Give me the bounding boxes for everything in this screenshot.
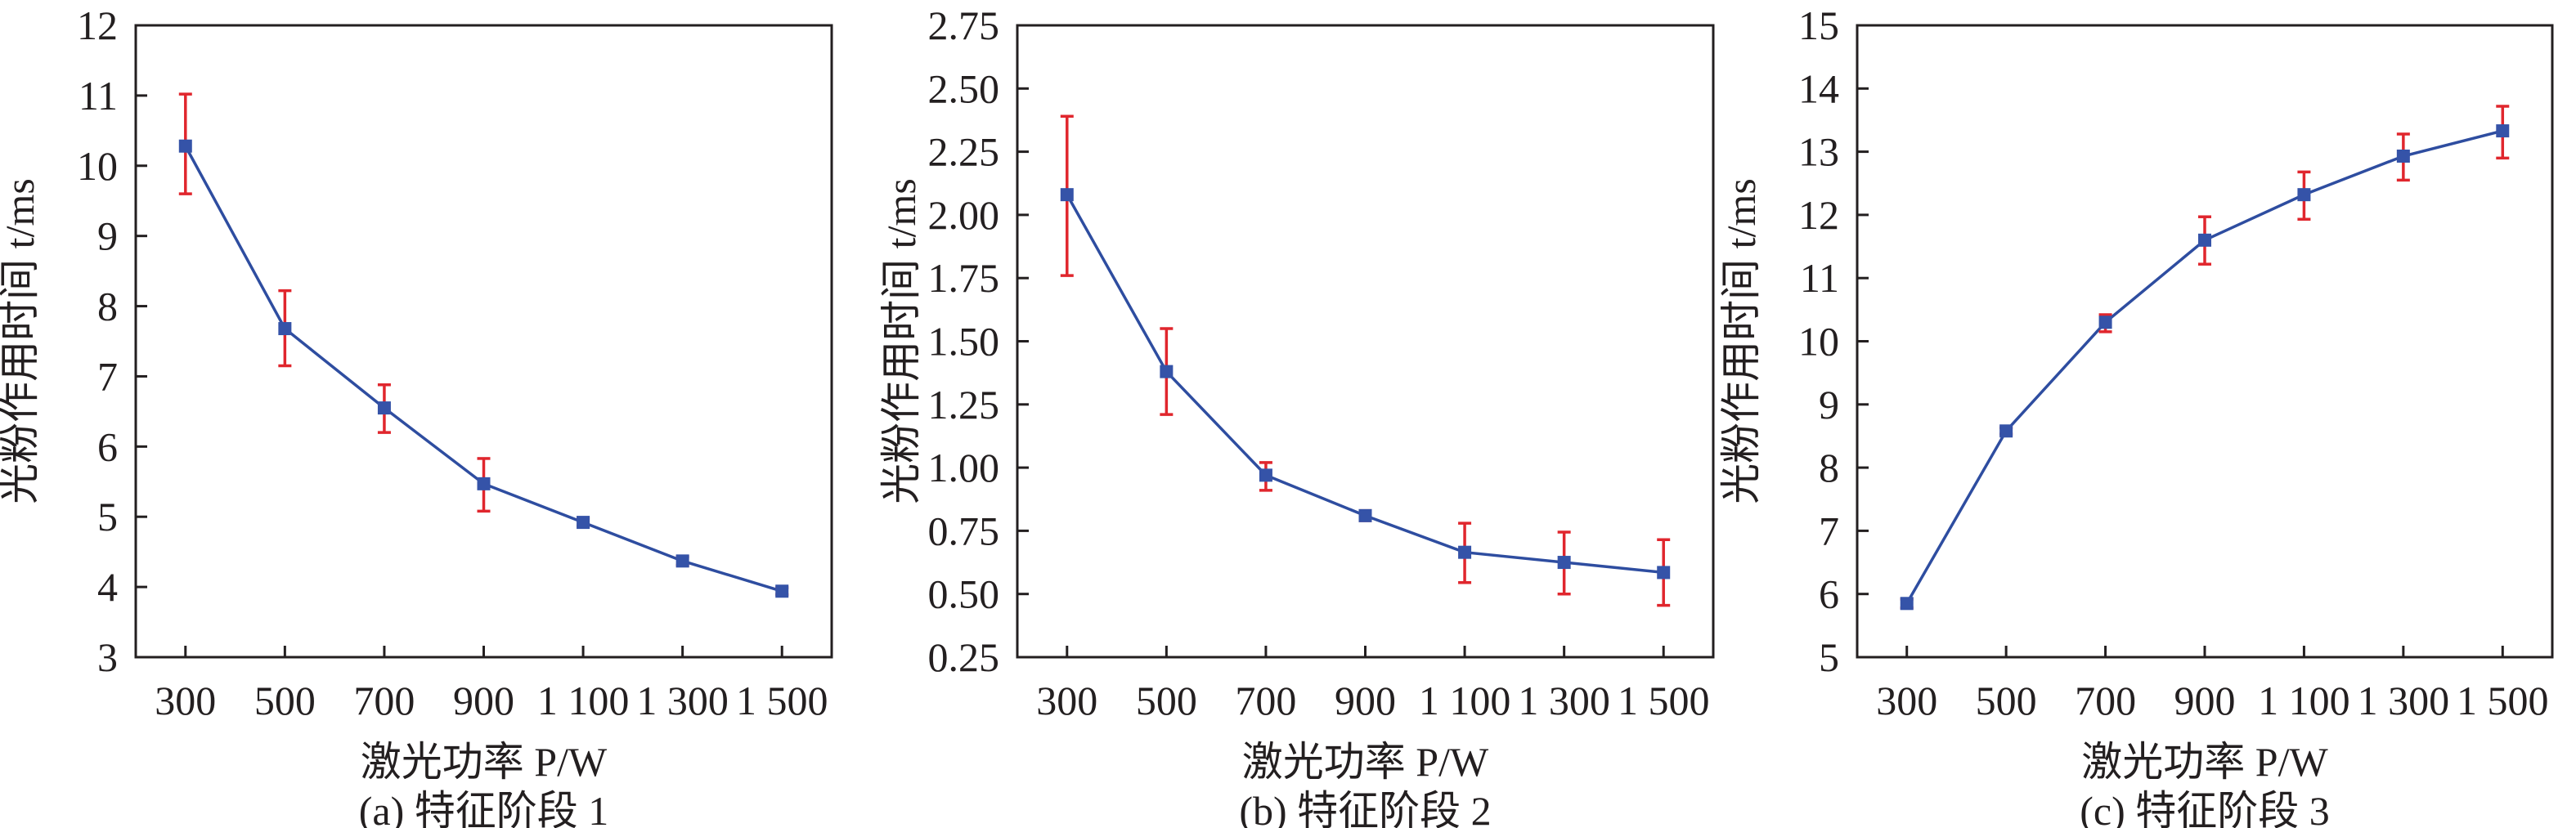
data-point [178, 139, 192, 153]
x-tick-label: 700 [353, 678, 415, 723]
y-tick-label: 4 [97, 564, 118, 610]
x-tick-label: 1 100 [1419, 678, 1511, 723]
panel-caption: (b) 特征阶段 2 [1239, 788, 1491, 828]
data-point [1458, 545, 1472, 559]
data-point [577, 516, 590, 530]
x-tick-label: 700 [2075, 678, 2136, 723]
data-point [1160, 365, 1174, 378]
y-tick-label: 12 [77, 2, 118, 48]
y-tick-label: 15 [1798, 2, 1839, 48]
y-tick-label: 6 [1819, 571, 1839, 617]
chart-panel-a: 3 4 5 6 7 8 9 10 11 12 300 500 700 900 1 100 1 300 1 500… [0, 2, 833, 828]
y-tick-label: 2.50 [928, 65, 1000, 111]
y-tick-label: 5 [1819, 634, 1839, 680]
plot-frame [1016, 24, 1715, 659]
x-tick-label: 500 [254, 678, 316, 723]
data-point [2297, 188, 2311, 202]
y-tick-label: 2.75 [928, 2, 1000, 48]
series-line [1905, 129, 2503, 605]
y-tick-label: 11 [1800, 255, 1839, 301]
data-point [1657, 566, 1671, 580]
y-tick-label: 7 [1819, 508, 1839, 553]
y-tick-label: 8 [97, 284, 118, 329]
x-tick-label: 1 500 [1618, 678, 1710, 723]
y-tick-label: 5 [97, 494, 118, 539]
data-point [278, 322, 292, 336]
data-point [377, 401, 391, 415]
y-tick-label: 3 [97, 634, 118, 680]
data-point [1060, 188, 1074, 202]
y-tick-label: 2.25 [928, 129, 1000, 175]
chart-panel-b: 0.25 0.50 0.75 1.00 1.25 1.50 1.75 2.00 2.25 2.50… [878, 2, 1715, 828]
x-tick-label: 1 500 [2457, 678, 2549, 723]
y-tick-label: 14 [1798, 65, 1839, 111]
x-tick-label: 1 300 [636, 678, 729, 723]
x-tick-label: 1 300 [1518, 678, 1610, 723]
x-tick-label: 500 [1976, 678, 2037, 723]
y-axis-title: 光粉作用时间 t/ms [878, 178, 924, 504]
x-tick-label: 900 [2174, 678, 2236, 723]
y-tick-label: 1.50 [928, 319, 1000, 365]
x-tick-label: 300 [1876, 678, 1937, 723]
x-tick-label: 700 [1235, 678, 1296, 723]
y-tick-label: 12 [1798, 192, 1839, 238]
data-point [2098, 316, 2112, 329]
x-tick-label: 1 300 [2358, 678, 2450, 723]
y-tick-label: 7 [97, 353, 118, 399]
data-point [2396, 150, 2410, 163]
plot-frame [134, 24, 833, 659]
series-line [184, 145, 783, 593]
y-axis-title: 光粉作用时间 t/ms [0, 178, 43, 504]
x-tick-label: 300 [1036, 678, 1097, 723]
y-tick-label: 6 [97, 423, 118, 469]
y-axis-title: 光粉作用时间 t/ms [1718, 178, 1764, 504]
x-tick-label: 900 [453, 678, 514, 723]
y-tick-label: 11 [79, 73, 118, 119]
x-tick-label: 1 100 [2258, 678, 2350, 723]
data-point [1557, 556, 1571, 570]
data-point [675, 554, 689, 568]
y-tick-label: 1.75 [928, 255, 1000, 301]
y-tick-label: 13 [1798, 129, 1839, 175]
x-axis-title: 激光功率 P/W [2081, 739, 2328, 785]
data-point [477, 477, 491, 490]
data-point [2198, 233, 2211, 247]
data-point [775, 584, 789, 598]
x-tick-label: 900 [1335, 678, 1396, 723]
y-tick-label: 8 [1819, 445, 1839, 490]
y-tick-label: 0.75 [928, 508, 1000, 553]
data-point [1999, 424, 2013, 438]
plot-frame [1856, 24, 2554, 659]
data-point [1900, 597, 1914, 611]
y-tick-label: 0.25 [928, 634, 1000, 680]
data-point [2496, 124, 2510, 138]
x-tick-label: 300 [155, 678, 216, 723]
panel-caption: (c) 特征阶段 3 [2080, 788, 2330, 828]
data-point [1358, 508, 1372, 522]
y-tick-label: 10 [77, 143, 118, 189]
x-tick-label: 500 [1136, 678, 1197, 723]
y-tick-label: 1.00 [928, 445, 1000, 490]
panel-caption: (a) 特征阶段 1 [359, 788, 609, 828]
y-tick-label: 1.25 [928, 382, 1000, 427]
x-axis-title: 激光功率 P/W [1242, 739, 1489, 785]
x-tick-label: 1 100 [537, 678, 630, 723]
y-tick-label: 9 [97, 213, 118, 259]
data-point [1259, 468, 1272, 482]
y-tick-label: 9 [1819, 382, 1839, 427]
y-tick-label: 0.50 [928, 571, 1000, 617]
x-tick-label: 1 500 [736, 678, 828, 723]
chart-panel-c: 5 6 7 8 9 10 11 12 13 14 15 300 500 700 900 1 100 1 300 1… [1718, 2, 2554, 828]
y-tick-label: 2.00 [928, 192, 1000, 238]
x-axis-title: 激光功率 P/W [361, 739, 608, 785]
y-tick-label: 10 [1798, 319, 1839, 365]
